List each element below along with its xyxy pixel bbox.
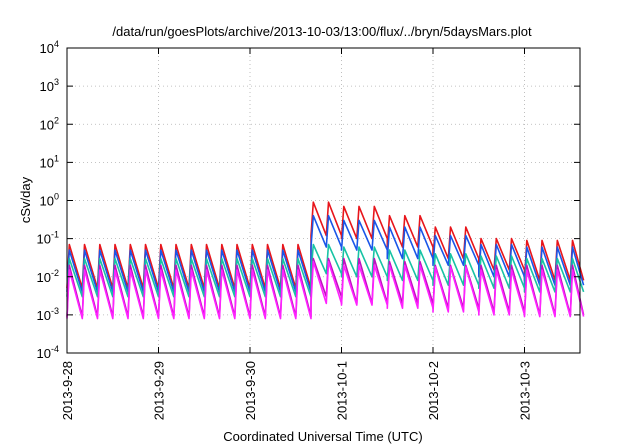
x-tick-label: 2013-10-2 — [426, 361, 441, 420]
y-tick-label-exponent: -1 — [51, 230, 59, 240]
y-tick-label-base: 10 — [37, 232, 51, 247]
y-tick-label: 102 — [40, 115, 59, 132]
y-tick-label-exponent: 0 — [54, 192, 59, 202]
y-tick-label: 10-1 — [37, 230, 59, 247]
y-tick-label: 10-3 — [37, 306, 59, 323]
y-tick-label: 10-4 — [37, 344, 59, 361]
chart-title: /data/run/goesPlots/archive/2013-10-03/1… — [112, 24, 532, 39]
y-tick-label-base: 10 — [40, 194, 54, 209]
y-tick-label-base: 10 — [37, 270, 51, 285]
y-tick-label: 101 — [40, 153, 59, 170]
y-tick-label-exponent: 2 — [54, 115, 59, 125]
y-tick-label-exponent: -2 — [51, 268, 59, 278]
y-tick-label-base: 10 — [37, 308, 51, 323]
y-tick-label-base: 10 — [40, 79, 54, 94]
y-tick-label-base: 10 — [37, 346, 51, 361]
y-tick-label-exponent: -4 — [51, 344, 59, 354]
x-tick-label: 2013-10-1 — [335, 361, 350, 420]
y-tick-label: 103 — [40, 77, 59, 94]
series-layer — [66, 201, 585, 320]
y-tick-label-base: 10 — [40, 41, 54, 56]
y-tick-label-exponent: 1 — [54, 153, 59, 163]
y-tick-label-base: 10 — [40, 117, 54, 132]
y-tick-label: 104 — [40, 39, 59, 56]
y-tick-label: 100 — [40, 192, 59, 209]
x-tick-label: 2013-9-28 — [60, 361, 75, 420]
y-axis-label: cSv/day — [18, 176, 33, 223]
y-tick-label-exponent: 3 — [54, 77, 59, 87]
y-tick-label-base: 10 — [40, 155, 54, 170]
ticks: 10-410-310-210-11001011021031042013-9-28… — [37, 39, 580, 420]
x-tick-label: 2013-10-3 — [518, 361, 533, 420]
x-tick-label: 2013-9-29 — [152, 361, 167, 420]
x-tick-label: 2013-9-30 — [243, 361, 258, 420]
y-tick-label-exponent: 4 — [54, 39, 59, 49]
y-tick-label: 10-2 — [37, 268, 59, 285]
y-tick-label-exponent: -3 — [51, 306, 59, 316]
series-line-5 — [66, 260, 585, 320]
x-axis-label: Coordinated Universal Time (UTC) — [223, 429, 422, 444]
